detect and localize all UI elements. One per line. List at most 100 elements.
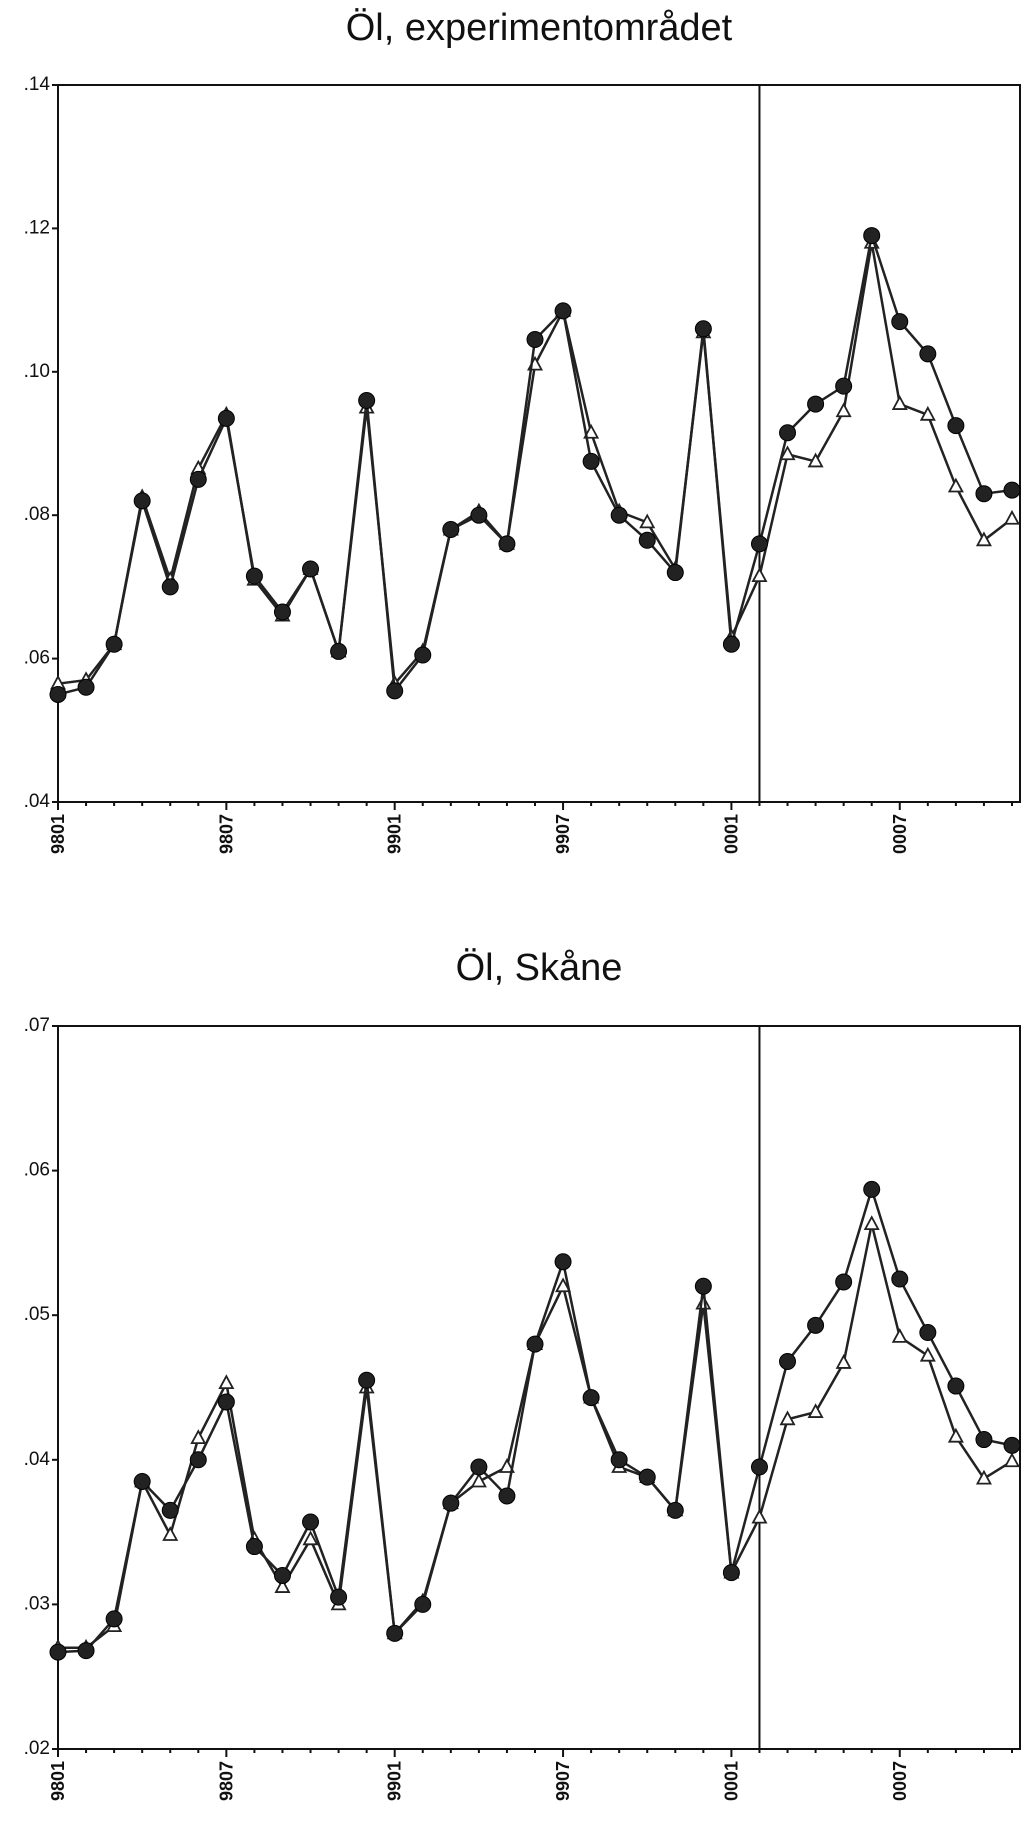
point-marker [274, 1578, 291, 1593]
point-marker [863, 227, 881, 245]
y-tick-label: .04 [24, 1449, 51, 1470]
y-tick-label: .06 [24, 1160, 50, 1181]
plot-frame [57, 84, 1021, 803]
chart-title: Öl, experimentområdet [346, 7, 733, 49]
point-marker [835, 377, 853, 395]
point-marker [807, 452, 824, 468]
point-marker [190, 1429, 207, 1445]
point-marker [835, 402, 852, 418]
point-marker [863, 1215, 880, 1230]
point-marker [245, 567, 263, 585]
point-marker [442, 521, 460, 539]
point-marker [386, 1624, 404, 1642]
point-marker [77, 678, 95, 696]
point-marker [975, 485, 993, 503]
point-marker [947, 417, 965, 435]
point-marker [891, 395, 908, 410]
point-marker [582, 1389, 600, 1407]
point-marker [1003, 481, 1021, 499]
x-tick-label: 9807 [216, 814, 236, 854]
y-tick-label: .03 [24, 1593, 50, 1614]
point-marker [694, 320, 712, 338]
point-marker [638, 531, 656, 549]
point-marker [1003, 1452, 1021, 1468]
point-marker [583, 423, 600, 439]
point-marker [610, 1451, 628, 1469]
point-marker [105, 635, 123, 653]
point-marker [358, 1371, 376, 1389]
point-marker [666, 564, 684, 582]
point-marker [582, 452, 600, 470]
point-marker [358, 391, 376, 409]
y-tick-label: .02 [24, 1738, 50, 1759]
point-marker [77, 1642, 95, 1660]
y-tick-label: .04 [24, 791, 51, 812]
y-tick-label: .12 [24, 217, 50, 238]
point-marker [161, 578, 179, 596]
point-marker [751, 1508, 768, 1524]
point-marker [498, 1458, 515, 1473]
point-marker [273, 1566, 291, 1584]
point-marker [273, 603, 291, 621]
point-marker [161, 1501, 179, 1519]
point-marker [133, 1472, 151, 1490]
point-marker [863, 1180, 881, 1198]
x-tick-label: 0007 [890, 814, 910, 854]
point-marker [498, 535, 516, 553]
point-marker [722, 635, 740, 653]
point-marker [919, 1324, 937, 1342]
point-marker [470, 1458, 488, 1476]
point-marker [245, 1538, 263, 1556]
point-marker [751, 567, 768, 583]
point-marker [526, 1335, 544, 1353]
point-marker [947, 477, 964, 493]
point-marker [779, 424, 797, 442]
point-marker [779, 1410, 796, 1426]
point-marker [638, 1468, 656, 1486]
series-line [57, 242, 1013, 687]
point-marker [891, 1270, 909, 1288]
point-marker [1003, 1436, 1021, 1454]
point-marker [919, 405, 936, 421]
point-marker [414, 646, 432, 664]
x-tick-label: 9801 [48, 1761, 68, 1801]
point-marker [386, 682, 404, 700]
point-marker [891, 313, 909, 331]
point-marker [975, 1469, 992, 1485]
x-tick-label: 9807 [216, 1761, 236, 1801]
point-marker [639, 513, 656, 529]
x-tick-label: 9901 [385, 1761, 405, 1801]
point-marker [610, 506, 628, 524]
point-marker [779, 1352, 797, 1370]
point-marker [302, 1513, 320, 1531]
chart-title: Öl, Skåne [456, 947, 623, 989]
y-tick-label: .07 [24, 1015, 50, 1036]
point-marker [919, 1346, 936, 1362]
point-marker [554, 302, 572, 320]
point-marker [750, 1458, 768, 1476]
point-marker [835, 1354, 852, 1369]
point-marker [1003, 509, 1021, 525]
point-marker [947, 1427, 964, 1443]
series-line [57, 1185, 1013, 1654]
point-marker [919, 345, 937, 363]
point-marker [302, 560, 320, 578]
point-marker [217, 409, 235, 427]
x-tick-label: 9907 [553, 814, 573, 854]
point-marker [49, 1643, 67, 1661]
point-marker [694, 1277, 712, 1295]
point-marker [750, 535, 768, 553]
point-marker [470, 1472, 487, 1488]
point-marker [133, 492, 151, 510]
point-marker [807, 1403, 824, 1418]
point-marker [555, 1277, 572, 1293]
point-marker [975, 531, 992, 547]
point-marker [526, 331, 544, 349]
point-marker [302, 1530, 319, 1546]
x-tick-label: 9901 [385, 814, 405, 854]
point-marker [414, 1595, 432, 1613]
point-marker [554, 1253, 572, 1271]
point-marker [189, 470, 207, 488]
point-marker [807, 395, 825, 413]
